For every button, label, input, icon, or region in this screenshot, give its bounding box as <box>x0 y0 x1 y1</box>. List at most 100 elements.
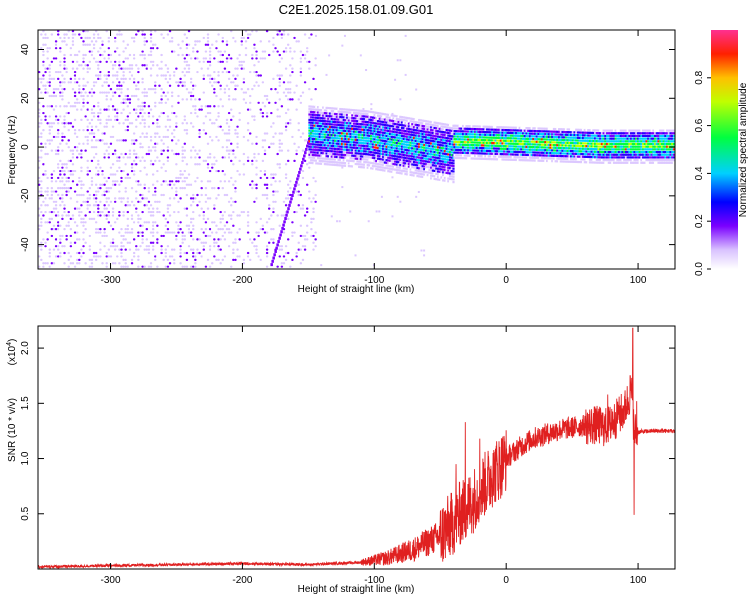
spectrogram-cell <box>223 255 227 258</box>
spectrogram-cell <box>198 135 201 139</box>
spectrogram-cell <box>126 163 130 166</box>
spectrogram-cell <box>318 108 321 112</box>
spectrogram-cell <box>430 134 433 137</box>
spectrogram-cell <box>308 116 311 119</box>
spectrogram-cell <box>301 204 305 207</box>
spectrogram-cell <box>192 47 195 50</box>
spectrogram-cell <box>217 139 220 142</box>
spectrogram-cell <box>65 88 68 91</box>
spectrogram-cell <box>440 141 443 144</box>
spectrogram-cell <box>428 155 431 158</box>
spectrogram-cell <box>244 47 248 50</box>
spectrogram-cell <box>101 70 104 74</box>
spectrogram-cell <box>238 228 241 231</box>
spectrogram-cell <box>447 161 450 164</box>
spectrogram-cell <box>40 197 43 200</box>
spectrogram-cell <box>440 144 443 147</box>
spectrogram-cell <box>399 145 402 148</box>
spectrogram-cell <box>48 129 51 132</box>
spectrogram-cell <box>230 149 233 152</box>
spectrogram-cell <box>160 139 163 142</box>
spectrogram-cell <box>313 129 316 133</box>
spectrogram-cell <box>211 122 214 125</box>
spectrogram-cell <box>397 161 400 164</box>
spectrogram-cell <box>395 133 399 137</box>
spectrogram-cell <box>382 139 385 142</box>
spectrogram-cell <box>328 125 332 129</box>
spectrogram-cell <box>75 193 79 197</box>
spectrogram-cell <box>346 162 349 165</box>
spectrogram-cell <box>63 70 66 74</box>
spectrogram-cell <box>335 155 338 159</box>
spectrogram-cell <box>126 217 130 220</box>
spectrogram-cell <box>116 238 119 241</box>
spectrogram-cell <box>387 119 390 122</box>
spectrogram-cell <box>206 200 210 203</box>
spectrogram-cell <box>141 197 144 200</box>
spectrogram-cell <box>276 115 279 118</box>
spectrogram-cell <box>78 70 81 74</box>
spectrogram-cell <box>124 187 127 190</box>
spectrogram-cell <box>424 125 428 128</box>
spectrogram-cell <box>342 129 345 132</box>
spectrogram-cell <box>132 214 136 217</box>
spectrogram-cell <box>143 84 146 87</box>
spectrogram-cell <box>404 151 407 154</box>
spectrogram-cell <box>358 157 361 161</box>
spectrogram-cell <box>344 151 347 154</box>
spectrogram-cell <box>88 125 92 128</box>
spectrogram-cell <box>236 40 239 43</box>
spectrogram-cell <box>436 178 440 181</box>
spectrogram-cell <box>388 156 392 160</box>
spectrogram-cell <box>268 241 271 244</box>
spectrogram-cell <box>185 98 189 101</box>
spectrogram-cell <box>168 57 172 60</box>
spectrogram-cell <box>316 143 320 146</box>
spectrogram-cell <box>456 140 460 144</box>
spectrogram-cell <box>59 47 62 50</box>
spectrogram-cell <box>431 137 435 140</box>
spectrogram-cell <box>299 57 303 60</box>
spectrogram-cell <box>232 234 235 238</box>
spectrogram-cell <box>303 238 307 241</box>
spectrogram-cell <box>448 158 452 162</box>
spectrogram-cell <box>282 64 286 67</box>
spectrogram-cell <box>378 117 381 120</box>
spectrogram-cell <box>407 125 411 128</box>
spectrogram-cell <box>310 105 313 108</box>
spectrogram-cell <box>380 120 383 123</box>
spectrogram-cell <box>339 116 342 119</box>
spectrogram-cell <box>390 157 393 160</box>
spectrogram-cell <box>328 128 332 131</box>
spectrogram-cell <box>44 262 47 265</box>
spectrogram-cell <box>118 231 121 234</box>
spectrogram-cell <box>88 169 92 173</box>
spectrogram-cell <box>103 255 106 258</box>
spectrogram-cell <box>255 74 258 77</box>
spectrogram-cell <box>73 40 77 43</box>
spectrogram-cell <box>278 111 281 115</box>
spectrogram-cell <box>130 142 134 145</box>
spectrogram-cell <box>88 108 92 111</box>
spectrogram-cell <box>105 98 108 101</box>
spectrogram-cell <box>107 105 111 108</box>
spectrogram-cell <box>230 81 233 84</box>
spectrogram-cell <box>340 110 344 113</box>
spectrogram-cell <box>137 30 140 33</box>
spectrogram-cell <box>364 163 368 166</box>
spectrogram-cell <box>305 60 309 63</box>
spectrogram-cell <box>313 111 316 114</box>
spectrogram-cell <box>221 70 224 74</box>
spectrogram-cell <box>42 50 45 53</box>
spectrogram-cell <box>371 127 374 130</box>
spectrogram-cell <box>246 231 250 234</box>
spectrogram-cell <box>149 265 153 268</box>
spectrogram-cell <box>390 149 393 152</box>
spectrogram-cell <box>310 221 313 224</box>
spectrogram-cell <box>312 77 315 80</box>
spectrogram-cell <box>240 255 243 258</box>
spectrogram-cell <box>160 98 163 101</box>
spectrogram-cell <box>419 140 423 143</box>
spectrogram-cell <box>299 248 303 251</box>
spectrogram-cell <box>56 245 60 248</box>
